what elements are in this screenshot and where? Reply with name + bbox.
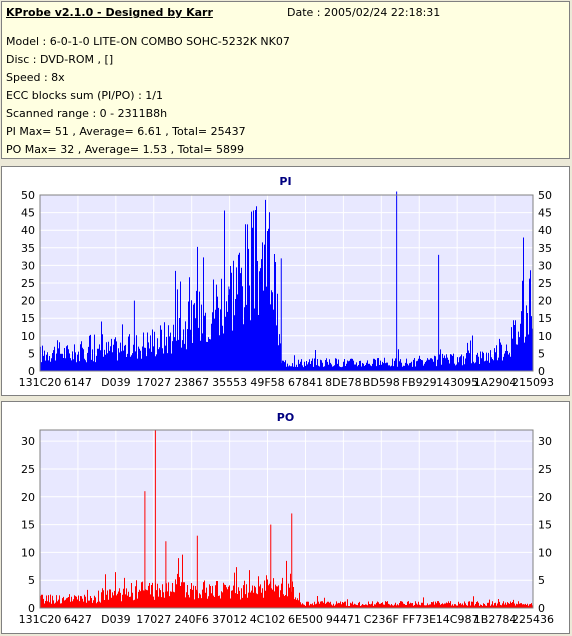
x-tick-label: 37012 (212, 613, 247, 626)
y-tick-label-right: 0 (538, 602, 545, 615)
x-tick-label: 6E500 (288, 613, 323, 626)
x-tick-label: 8DE78 (325, 376, 361, 389)
x-tick-label: FB929 (402, 376, 437, 389)
y-tick-label-right: 20 (538, 491, 552, 504)
x-tick-label: 67841 (288, 376, 323, 389)
y-tick-label-right: 15 (538, 519, 552, 532)
scan-date: Date : 2005/02/24 22:18:31 (287, 6, 441, 19)
x-tick-label: 23867 (174, 376, 209, 389)
x-tick-label: FF73E (402, 613, 436, 626)
y-tick-label-left: 5 (28, 347, 35, 360)
y-tick-label-left: 15 (21, 519, 35, 532)
y-tick-label-left: 10 (21, 330, 35, 343)
model-line: Model : 6-0-1-0 LITE-ON COMBO SOHC-5232K… (6, 35, 290, 48)
y-tick-label-left: 0 (28, 602, 35, 615)
x-tick-label: 94471 (326, 613, 361, 626)
po-chart-panel: PO 0 0 5 5 10 10 15 15 20 20 25 25 30 30 131C20 6427 D03… (1, 401, 570, 634)
x-tick-label: 4C102 (250, 613, 286, 626)
y-tick-label-right: 10 (538, 546, 552, 559)
y-tick-label-right: 10 (538, 330, 552, 343)
y-tick-label-left: 5 (28, 574, 35, 587)
x-tick-label: C236F (364, 613, 399, 626)
plot-frame (39, 429, 534, 609)
x-tick-label: 17027 (136, 376, 171, 389)
y-tick-label-right: 50 (538, 189, 552, 202)
pi-chart-panel: PI 0 0 5 5 10 10 15 15 20 20 25 25 30 30 35 35 40 40 45 45 5… (1, 166, 570, 396)
x-tick-label: 131C20 (19, 613, 62, 626)
x-tick-label: 143095 (436, 376, 478, 389)
disc-line: Disc : DVD-ROM , [] (6, 53, 114, 66)
x-tick-label: 215093 (512, 376, 554, 389)
y-tick-label-right: 0 (538, 365, 545, 378)
y-tick-label-left: 30 (21, 259, 35, 272)
y-tick-label-right: 30 (538, 259, 552, 272)
y-tick-label-left: 25 (21, 277, 35, 290)
y-tick-label-right: 35 (538, 242, 552, 255)
y-tick-label-left: 10 (21, 546, 35, 559)
speed-line: Speed : 8x (6, 71, 65, 84)
y-tick-label-right: 5 (538, 347, 545, 360)
y-tick-label-left: 30 (21, 435, 35, 448)
x-tick-label: 6427 (64, 613, 92, 626)
y-tick-label-left: 35 (21, 242, 35, 255)
pi-stats-line: PI Max= 51 , Average= 6.61 , Total= 2543… (6, 125, 246, 138)
po-stats-line: PO Max= 32 , Average= 1.53 , Total= 5899 (6, 143, 244, 156)
x-tick-label: 1A2904 (474, 376, 517, 389)
ecc-line: ECC blocks sum (PI/PO) : 1/1 (6, 89, 163, 102)
y-tick-label-right: 25 (538, 277, 552, 290)
po-chart: 0 0 5 5 10 10 15 15 20 20 25 25 30 30 131C20 6427 D039 17… (19, 429, 554, 626)
app-title: KProbe v2.1.0 - Designed by Karr (6, 6, 213, 19)
x-tick-label: D039 (101, 376, 130, 389)
x-tick-label: 49F58 (250, 376, 284, 389)
x-tick-label: 225436 (512, 613, 554, 626)
y-tick-label-left: 45 (21, 207, 35, 220)
x-tick-label: BD598 (363, 376, 400, 389)
x-tick-label: 17027 (136, 613, 171, 626)
x-tick-label: D039 (101, 613, 130, 626)
y-tick-label-right: 45 (538, 207, 552, 220)
x-tick-label: 6147 (64, 376, 92, 389)
x-tick-label: 240F6 (175, 613, 209, 626)
y-tick-label-right: 40 (538, 224, 552, 237)
x-tick-label: 131C20 (19, 376, 62, 389)
pi-chart: 0 0 5 5 10 10 15 15 20 20 25 25 30 30 35 35 40 40 45 45 50 50… (19, 189, 554, 389)
info-panel: KProbe v2.1.0 - Designed by Karr Date : … (1, 1, 570, 159)
y-tick-label-right: 15 (538, 312, 552, 325)
y-tick-label-left: 50 (21, 189, 35, 202)
po-chart-title: PO (276, 411, 295, 424)
y-tick-label-right: 25 (538, 463, 552, 476)
y-tick-label-right: 5 (538, 574, 545, 587)
pi-chart-title: PI (279, 175, 292, 188)
y-tick-label-left: 25 (21, 463, 35, 476)
x-tick-label: 1B2784 (474, 613, 517, 626)
y-tick-label-right: 20 (538, 295, 552, 308)
range-line: Scanned range : 0 - 2311B8h (6, 107, 168, 120)
plot-frame (39, 194, 534, 372)
y-tick-label-left: 20 (21, 295, 35, 308)
x-tick-label: 35553 (212, 376, 247, 389)
y-tick-label-left: 20 (21, 491, 35, 504)
y-tick-label-left: 40 (21, 224, 35, 237)
x-tick-label: 14C987 (436, 613, 479, 626)
y-tick-label-right: 30 (538, 435, 552, 448)
y-tick-label-left: 0 (28, 365, 35, 378)
y-tick-label-left: 15 (21, 312, 35, 325)
